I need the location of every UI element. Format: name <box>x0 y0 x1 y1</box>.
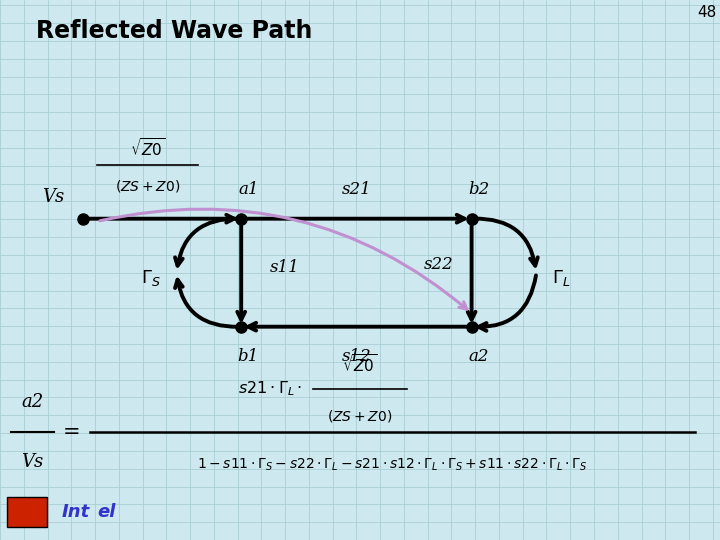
Text: a1: a1 <box>238 180 258 198</box>
Text: $\Gamma_S$: $\Gamma_S$ <box>140 268 161 288</box>
Text: s12: s12 <box>341 348 372 365</box>
Text: $(ZS + Z0)$: $(ZS + Z0)$ <box>115 178 180 194</box>
Text: $s21 \cdot \Gamma_L \cdot$: $s21 \cdot \Gamma_L \cdot$ <box>238 380 302 398</box>
Text: Reflected Wave Path: Reflected Wave Path <box>36 19 312 43</box>
Text: Vs: Vs <box>42 188 65 206</box>
FancyArrowPatch shape <box>175 219 238 266</box>
Text: $(ZS + Z0)$: $(ZS + Z0)$ <box>328 408 392 424</box>
Text: el: el <box>97 503 116 521</box>
Text: 48: 48 <box>697 5 716 21</box>
Text: s22: s22 <box>424 256 454 273</box>
Text: a2: a2 <box>22 393 43 411</box>
Text: s21: s21 <box>341 180 372 198</box>
Text: $\Gamma_L$: $\Gamma_L$ <box>552 268 571 288</box>
FancyArrowPatch shape <box>175 280 238 327</box>
Text: Int: Int <box>61 503 89 521</box>
FancyBboxPatch shape <box>7 497 47 526</box>
Text: b1: b1 <box>238 348 259 365</box>
Text: =: = <box>63 422 81 442</box>
FancyArrowPatch shape <box>474 219 538 266</box>
Text: s11: s11 <box>270 259 300 276</box>
FancyArrowPatch shape <box>479 275 536 331</box>
Text: a2: a2 <box>469 348 489 365</box>
Text: $1 - s11 \cdot \Gamma_S - s22 \cdot \Gamma_L - s21 \cdot s12 \cdot \Gamma_L \cdo: $1 - s11 \cdot \Gamma_S - s22 \cdot \Gam… <box>197 456 588 472</box>
Text: b2: b2 <box>468 180 490 198</box>
Text: $\sqrt{Z0}$: $\sqrt{Z0}$ <box>130 137 166 159</box>
Text: Vs: Vs <box>22 453 43 471</box>
Text: $\sqrt{Z0}$: $\sqrt{Z0}$ <box>342 353 378 375</box>
FancyArrowPatch shape <box>100 209 467 309</box>
